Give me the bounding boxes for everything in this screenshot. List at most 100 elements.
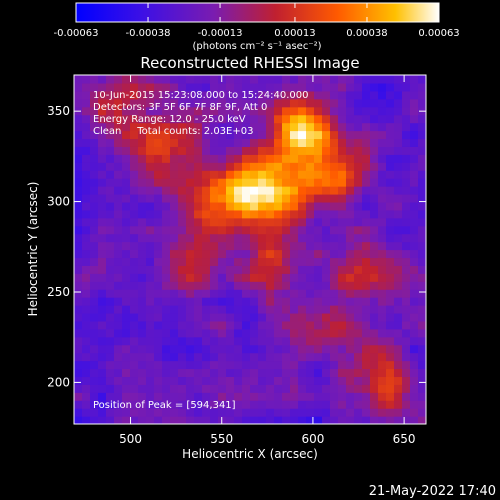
heatmap-cell	[234, 225, 243, 235]
heatmap-cell	[330, 186, 339, 195]
heatmap-cell	[378, 217, 387, 227]
heatmap-cell	[226, 233, 235, 243]
heatmap-cell	[362, 376, 371, 385]
heatmap-cell	[418, 130, 426, 140]
heatmap-cell	[322, 249, 331, 259]
heatmap-cell	[122, 114, 131, 124]
heatmap-cell	[394, 217, 403, 227]
heatmap-cell	[202, 297, 211, 306]
x-tick-label: 500	[119, 432, 142, 446]
heatmap-cell	[290, 336, 299, 346]
heatmap-cell	[394, 328, 403, 338]
heatmap-cell	[306, 154, 315, 163]
heatmap-cell	[210, 297, 219, 306]
heatmap-cell	[218, 257, 227, 266]
heatmap-cell	[266, 98, 275, 108]
heatmap-cell	[146, 122, 155, 132]
heatmap-cell	[378, 328, 387, 338]
heatmap-cell	[354, 114, 363, 124]
heatmap-cell	[266, 265, 275, 274]
heatmap-cell	[330, 114, 339, 124]
heatmap-cell	[306, 281, 315, 290]
heatmap-cell	[370, 122, 379, 132]
heatmap-cell	[266, 201, 275, 211]
heatmap-cell	[242, 241, 251, 251]
heatmap-cell	[370, 265, 379, 274]
heatmap-cell	[346, 138, 355, 147]
heatmap-cell	[394, 416, 403, 424]
heatmap-cell	[234, 257, 243, 266]
heatmap-cell	[202, 146, 211, 155]
heatmap-cell	[90, 281, 99, 290]
heatmap-cell	[106, 193, 115, 203]
heatmap-cell	[98, 265, 107, 274]
heatmap-cell	[234, 312, 243, 322]
heatmap-cell	[194, 368, 203, 378]
heatmap-cell	[330, 170, 339, 179]
heatmap-cell	[114, 193, 123, 203]
heatmap-cell	[178, 122, 187, 132]
heatmap-cell	[258, 122, 267, 132]
heatmap-cell	[122, 336, 131, 346]
heatmap-cell	[266, 90, 275, 100]
heatmap-cell	[194, 376, 203, 385]
heatmap-cell	[346, 201, 355, 211]
heatmap-cell	[178, 344, 187, 354]
heatmap-cell	[106, 265, 115, 274]
heatmap-cell	[130, 146, 139, 155]
heatmap-cell	[362, 384, 371, 393]
heatmap-cell	[378, 193, 387, 203]
heatmap-cell	[266, 209, 275, 219]
heatmap-cell	[114, 162, 123, 171]
heatmap-cell	[130, 178, 139, 187]
heatmap-cell	[418, 376, 426, 385]
heatmap-cell	[138, 146, 147, 155]
heatmap-cell	[410, 114, 419, 124]
heatmap-cell	[98, 138, 107, 147]
heatmap-cell	[290, 193, 299, 203]
heatmap-cell	[314, 257, 323, 266]
heatmap-cell	[162, 186, 171, 195]
heatmap-cell	[242, 249, 251, 259]
heatmap-cell	[114, 241, 123, 251]
heatmap-cell	[370, 376, 379, 385]
heatmap-cell	[274, 416, 283, 424]
heatmap-cell	[402, 368, 411, 378]
heatmap-cell	[178, 178, 187, 187]
heatmap-cell	[162, 146, 171, 155]
heatmap-cell	[362, 201, 371, 211]
heatmap-cell	[410, 305, 419, 314]
heatmap-cell	[290, 178, 299, 187]
heatmap-cell	[402, 82, 411, 92]
heatmap-cell	[202, 257, 211, 266]
heatmap-cell	[418, 193, 426, 203]
heatmap-cell	[322, 265, 331, 274]
heatmap-cell	[234, 344, 243, 354]
heatmap-cell	[242, 122, 251, 132]
heatmap-cell	[162, 400, 171, 409]
heatmap-cell	[410, 201, 419, 211]
heatmap-cell	[202, 186, 211, 195]
heatmap-cell	[218, 122, 227, 132]
heatmap-cell	[194, 201, 203, 211]
heatmap-cell	[298, 178, 307, 187]
heatmap-cell	[410, 376, 419, 385]
heatmap-cell	[338, 281, 347, 290]
heatmap-cell	[98, 360, 107, 370]
heatmap-cell	[170, 170, 179, 179]
heatmap-cell	[210, 265, 219, 274]
heatmap-cell	[314, 138, 323, 147]
heatmap-cell	[74, 320, 83, 330]
heatmap-cell	[394, 225, 403, 235]
heatmap-cell	[298, 352, 307, 362]
heatmap-cell	[98, 408, 107, 417]
heatmap-cell	[154, 75, 163, 84]
heatmap-cell	[306, 297, 315, 306]
heatmap-cell	[114, 114, 123, 124]
heatmap-cell	[162, 281, 171, 290]
heatmap-cell	[202, 114, 211, 124]
heatmap-cell	[114, 209, 123, 219]
heatmap-cell	[418, 400, 426, 409]
heatmap-cell	[218, 241, 227, 251]
heatmap-cell	[146, 273, 155, 282]
